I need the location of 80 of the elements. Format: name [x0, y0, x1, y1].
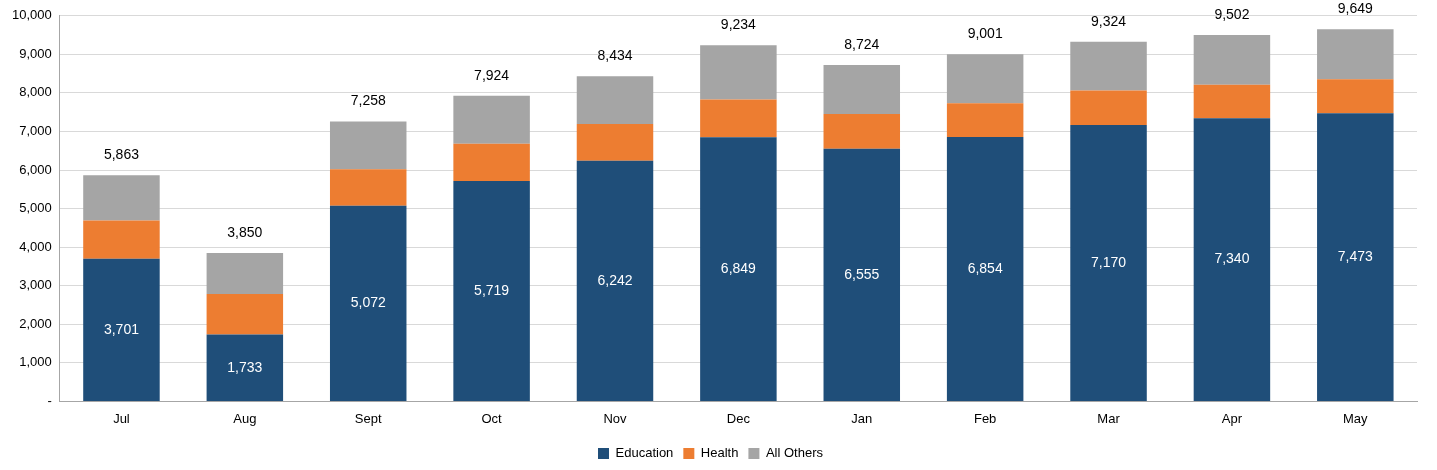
bar	[1070, 90, 1147, 125]
data-label: 6,854	[967, 259, 1003, 276]
y-tick-label: 2,000	[19, 315, 52, 331]
total-label: 7,924	[474, 66, 510, 83]
total-label: 8,434	[597, 47, 633, 64]
x-tick-label: Mar	[1097, 410, 1121, 426]
bar	[700, 99, 777, 138]
bar	[329, 205, 407, 401]
bar	[329, 121, 407, 170]
y-tick-label: 3,000	[19, 277, 52, 293]
legend-label: Education	[615, 445, 674, 461]
x-tick-label: Oct	[481, 410, 503, 426]
y-tick-label: 10,000	[12, 7, 52, 23]
bar	[823, 113, 901, 149]
bar	[1317, 79, 1394, 114]
data-label: 6,555	[844, 265, 880, 282]
total-label: 9,001	[967, 25, 1003, 42]
bar	[1317, 113, 1394, 401]
bar	[83, 258, 160, 401]
data-label: 3,701	[103, 320, 140, 337]
data-label: 7,340	[1214, 250, 1250, 267]
bar	[1193, 35, 1271, 85]
bar	[83, 220, 160, 259]
bar	[946, 137, 1024, 401]
total-label: 9,324	[1091, 12, 1127, 29]
bar	[1070, 41, 1147, 91]
bar	[206, 294, 284, 335]
x-tick-label: Nov	[603, 410, 628, 426]
x-tick-label: May	[1343, 410, 1369, 426]
y-tick-label: 1,000	[19, 354, 52, 370]
x-tick-label: Sept	[354, 410, 382, 426]
y-tick-label: 6,000	[19, 161, 52, 177]
bar	[206, 252, 284, 295]
bar	[700, 137, 777, 401]
bar	[329, 169, 407, 206]
legend-label: All Others	[765, 445, 824, 461]
bar	[1317, 29, 1394, 80]
total-label: 9,649	[1337, 0, 1374, 17]
x-tick-label: Feb	[973, 410, 997, 426]
bar	[1070, 124, 1147, 401]
total-label: 9,502	[1214, 5, 1250, 22]
data-label: 5,072	[350, 294, 386, 311]
y-tick-label: 4,000	[19, 238, 52, 254]
bar	[83, 175, 160, 221]
data-label: 5,719	[474, 281, 510, 298]
bar	[1193, 84, 1271, 119]
bar	[453, 143, 530, 181]
total-label: 5,863	[103, 146, 140, 163]
data-label: 6,849	[720, 259, 757, 276]
y-tick-label: -	[47, 392, 52, 408]
x-tick-label: Apr	[1221, 410, 1243, 426]
bar	[576, 124, 654, 161]
data-label: 1,733	[227, 358, 263, 375]
y-tick-label: 8,000	[19, 84, 52, 100]
data-label: 7,473	[1337, 247, 1374, 264]
bar	[823, 65, 901, 114]
y-tick-label: 7,000	[19, 123, 52, 139]
bar	[946, 103, 1024, 138]
total-label: 7,258	[350, 92, 386, 109]
bar	[1193, 118, 1271, 401]
x-tick-label: Dec	[726, 410, 751, 426]
legend-label: Health	[700, 445, 739, 461]
total-label: 3,850	[227, 223, 263, 240]
data-label: 6,242	[597, 271, 633, 288]
bar	[576, 76, 654, 125]
bar	[700, 45, 777, 100]
bar	[576, 160, 654, 401]
data-label: 7,170	[1091, 253, 1127, 270]
bar	[823, 148, 901, 401]
bar	[946, 54, 1024, 104]
y-tick-label: 5,000	[19, 200, 52, 216]
x-tick-label: Jul	[113, 410, 130, 426]
y-tick-label: 9,000	[19, 45, 52, 61]
bar	[206, 334, 284, 401]
bar	[453, 95, 530, 144]
total-label: 9,234	[720, 16, 757, 33]
bar	[453, 180, 530, 401]
x-tick-label: Aug	[233, 410, 257, 426]
x-tick-label: Jan	[851, 410, 873, 426]
total-label: 8,724	[844, 35, 880, 52]
